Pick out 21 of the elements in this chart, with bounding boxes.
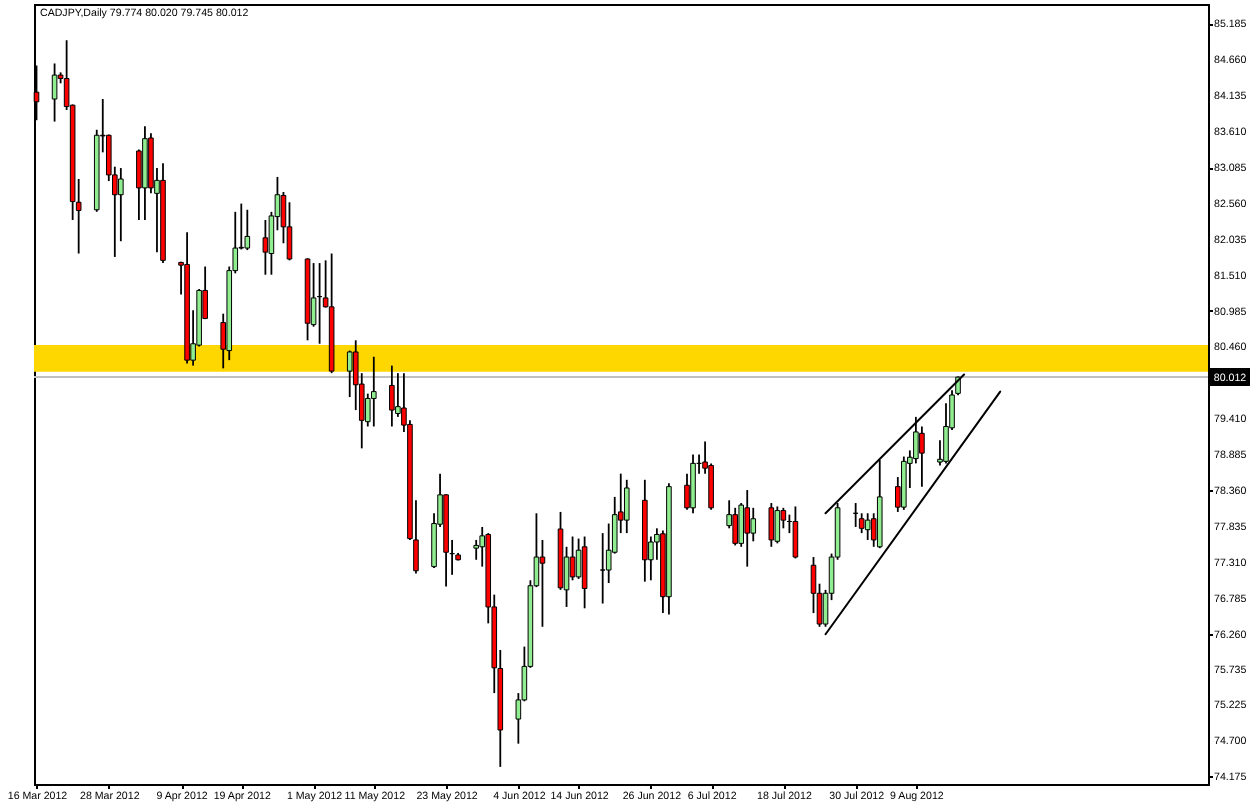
candlestick [901,455,907,511]
candlestick [346,349,353,398]
candlestick [389,364,395,428]
candlestick [774,505,781,545]
candlestick [118,167,124,243]
candlestick [732,506,738,547]
candlestick [623,478,630,535]
candlestick [750,506,757,543]
candlestick [690,453,696,515]
candlestick [919,425,925,488]
candlestick [244,208,251,251]
candlestick [599,532,606,605]
candlestick [51,62,58,123]
candlestick [792,505,799,560]
candlestick [262,219,269,276]
candlestick [539,539,546,628]
candlestick [581,535,588,610]
candlestick [768,502,775,548]
candlestick [744,489,751,568]
candlestick [864,512,871,541]
candlestick [371,355,377,428]
